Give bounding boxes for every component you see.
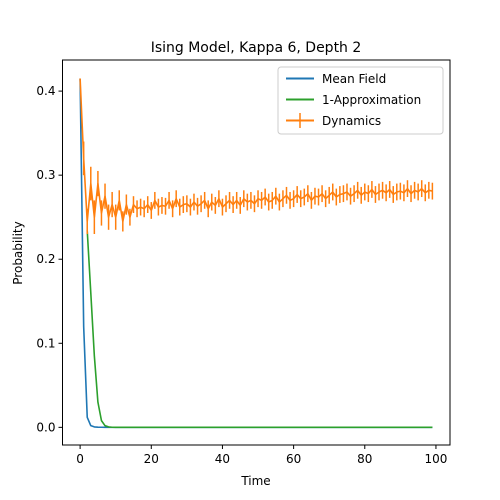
x-axis-label: Time (240, 474, 270, 488)
x-tick-label: 80 (357, 452, 372, 466)
legend-label-dynamics: Dynamics (322, 114, 381, 128)
x-tick-label: 40 (215, 452, 230, 466)
y-tick-label: 0.3 (36, 168, 55, 182)
chart-title: Ising Model, Kappa 6, Depth 2 (151, 40, 362, 56)
x-tick-label: 60 (286, 452, 301, 466)
y-tick-label: 0.1 (36, 336, 55, 350)
legend-label-1-approximation: 1-Approximation (322, 93, 421, 107)
y-tick-label: 0.0 (36, 420, 55, 434)
legend: Mean Field 1-Approximation Dynamics (278, 67, 443, 134)
x-tick-label: 20 (144, 452, 159, 466)
x-tick-label: 0 (76, 452, 84, 466)
y-tick-label: 0.2 (36, 252, 55, 266)
y-axis-label: Probability (11, 221, 25, 284)
x-tick-label: 100 (424, 452, 447, 466)
legend-label-mean-field: Mean Field (322, 72, 386, 86)
y-tick-label: 0.4 (36, 84, 55, 98)
